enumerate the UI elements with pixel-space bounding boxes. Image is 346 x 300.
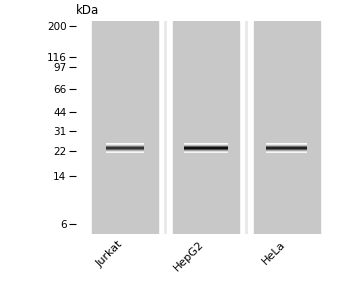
Bar (173, 21, 239, 234)
Bar (254, 21, 320, 234)
Text: kDa: kDa (76, 4, 99, 17)
Bar (92, 21, 158, 234)
